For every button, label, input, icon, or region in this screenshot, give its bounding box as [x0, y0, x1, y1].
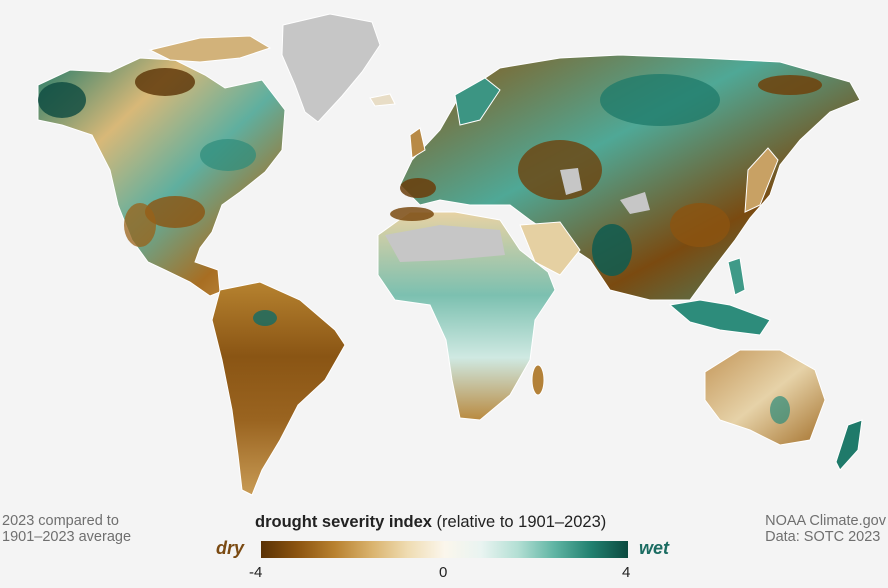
- scandinavia-landmass: [454, 77, 501, 126]
- south-america-landmass: [211, 281, 346, 496]
- canada-dry-region: [135, 68, 195, 96]
- arabia-landmass: [519, 221, 581, 276]
- iberia-dry-region: [400, 178, 436, 198]
- africa-landmass: [377, 211, 556, 421]
- legend-dry-label: dry: [216, 538, 245, 558]
- north-america-landmass: [37, 57, 286, 297]
- madagascar: [531, 364, 545, 396]
- siberia-dry-region: [758, 75, 822, 95]
- india-wet-region: [592, 224, 632, 276]
- eurasia-landmass: [399, 54, 861, 301]
- arctic-islands: [148, 35, 272, 63]
- legend-colorbar: [261, 541, 628, 558]
- iceland-landmass: [369, 93, 396, 107]
- tibet-no-data: [620, 192, 650, 214]
- philippines-landmass: [727, 257, 746, 296]
- source-credit-line1: NOAA Climate.gov: [765, 513, 886, 529]
- legend-title: drought severity index (relative to 1901…: [255, 513, 606, 532]
- us-south-dry-region: [145, 196, 205, 228]
- greenland-landmass: [281, 13, 381, 123]
- legend-tick-max: 4: [622, 564, 631, 581]
- legend-tick-min: -4: [249, 564, 263, 581]
- comparison-note-line1: 2023 compared to: [2, 513, 119, 529]
- legend-title-range: (relative to 1901–2023): [431, 513, 607, 531]
- southeast-asia-islands: [668, 299, 771, 336]
- source-credit: NOAA Climate.gov Data: SOTC 2023: [765, 513, 886, 545]
- mexico-dry-region: [124, 203, 156, 247]
- legend-title-main: drought severity index: [255, 513, 432, 531]
- japan-landmass: [744, 147, 779, 213]
- caspian-no-data: [560, 168, 582, 195]
- canada-wet-region: [200, 139, 256, 171]
- source-credit-line2: Data: SOTC 2023: [765, 529, 881, 545]
- uk-landmass: [409, 127, 426, 159]
- comparison-note: 2023 compared to 1901–2023 average: [2, 513, 131, 545]
- alaska-wet-region: [38, 82, 86, 118]
- russia-wet-region: [600, 74, 720, 126]
- north-africa-dry-region: [390, 207, 434, 221]
- china-dry-region: [670, 203, 730, 247]
- legend-tick-mid: 0: [439, 564, 448, 581]
- new-zealand-landmass: [835, 419, 863, 471]
- legend-wet-label: wet: [639, 538, 670, 558]
- australia-landmass: [704, 349, 826, 446]
- sahara-no-data: [385, 225, 505, 262]
- comparison-note-line2: 1901–2023 average: [2, 529, 132, 545]
- world-drought-map: [37, 13, 863, 496]
- australia-wet-region: [770, 396, 790, 424]
- amazon-wet-region: [253, 310, 277, 326]
